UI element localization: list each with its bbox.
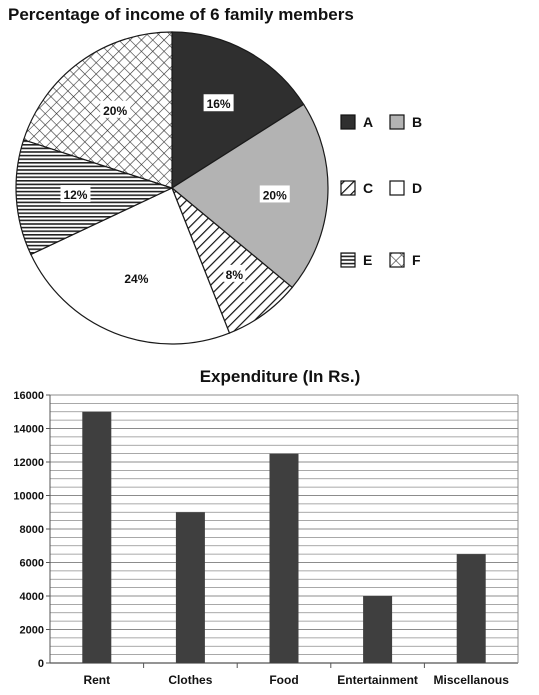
bar-chart-title: Expenditure (In Rs.) xyxy=(200,367,361,386)
pie-slice-label: 20% xyxy=(103,104,127,118)
y-tick-label: 16000 xyxy=(13,390,44,402)
y-tick-label: 0 xyxy=(38,658,44,670)
pie-slice-label: 20% xyxy=(263,188,287,202)
pie-slice-a xyxy=(171,31,305,190)
x-tick-label: Rent xyxy=(83,673,110,687)
pie-label-bg xyxy=(121,268,152,286)
legend-swatch-b xyxy=(389,114,405,130)
pie-slices xyxy=(15,31,329,345)
legend-swatch-a xyxy=(340,114,356,130)
bar-series xyxy=(82,411,486,663)
x-tick-label: Entertainment xyxy=(337,673,418,687)
pie-slice-label: 12% xyxy=(63,188,87,202)
y-tick-label: 6000 xyxy=(20,558,44,570)
bar-entertainment xyxy=(363,596,393,663)
bar-rent xyxy=(82,411,112,663)
x-tick-label: Food xyxy=(269,673,298,687)
legend-label-d: D xyxy=(412,180,422,196)
pie-label-bg xyxy=(60,185,91,203)
pie-legend: A B C D E F xyxy=(340,114,422,268)
y-tick-label: 4000 xyxy=(20,591,44,603)
pie-label-bg xyxy=(223,264,246,282)
legend-label-a: A xyxy=(363,114,373,130)
legend-swatch-e xyxy=(340,252,356,268)
pie-slice-d xyxy=(30,187,231,345)
pie-slice-labels: 16% 20% 8% 24% 12% 20% xyxy=(60,94,290,286)
pie-label-bg xyxy=(203,94,234,112)
legend-label-c: C xyxy=(363,180,373,196)
y-tick-label: 10000 xyxy=(13,491,44,503)
legend-label-e: E xyxy=(363,252,372,268)
x-tick-label: Clothes xyxy=(168,673,212,687)
legend-swatch-c xyxy=(340,180,356,196)
y-tick-label: 14000 xyxy=(13,424,44,436)
y-tick-label: 8000 xyxy=(20,524,44,536)
pie-chart: 16% 20% 8% 24% 12% 20% A B C D E F xyxy=(15,31,422,345)
legend-swatch-f xyxy=(389,252,405,268)
pie-slice-f xyxy=(22,31,173,189)
x-tick-label: Miscellanous xyxy=(434,673,510,687)
bar-food xyxy=(269,453,299,663)
legend-label-f: F xyxy=(412,252,421,268)
legend-swatch-d xyxy=(389,180,405,196)
bar-x-tick-labels: Rent Clothes Food Entertainment Miscellanous xyxy=(83,663,509,687)
pie-slice-b xyxy=(170,103,329,289)
bar-miscellanous xyxy=(456,554,486,663)
y-tick-label: 2000 xyxy=(20,625,44,637)
y-tick-label: 12000 xyxy=(13,457,44,469)
bar-clothes xyxy=(175,512,205,663)
pie-chart-title: Percentage of income of 6 family members xyxy=(8,5,354,24)
pie-slice-label: 24% xyxy=(124,272,148,286)
legend-label-b: B xyxy=(412,114,422,130)
bar-chart: Expenditure (In Rs.) 0 2000 4000 6000 8000 10… xyxy=(13,367,519,687)
pie-slice-label: 16% xyxy=(207,97,231,111)
pie-label-bg xyxy=(100,100,131,118)
pie-slice-label: 8% xyxy=(226,268,244,282)
bar-y-tick-labels: 0 2000 4000 6000 8000 10000 12000 14000 16000 xyxy=(13,390,50,670)
pie-slice-e xyxy=(15,139,174,256)
pie-label-bg xyxy=(259,185,290,203)
